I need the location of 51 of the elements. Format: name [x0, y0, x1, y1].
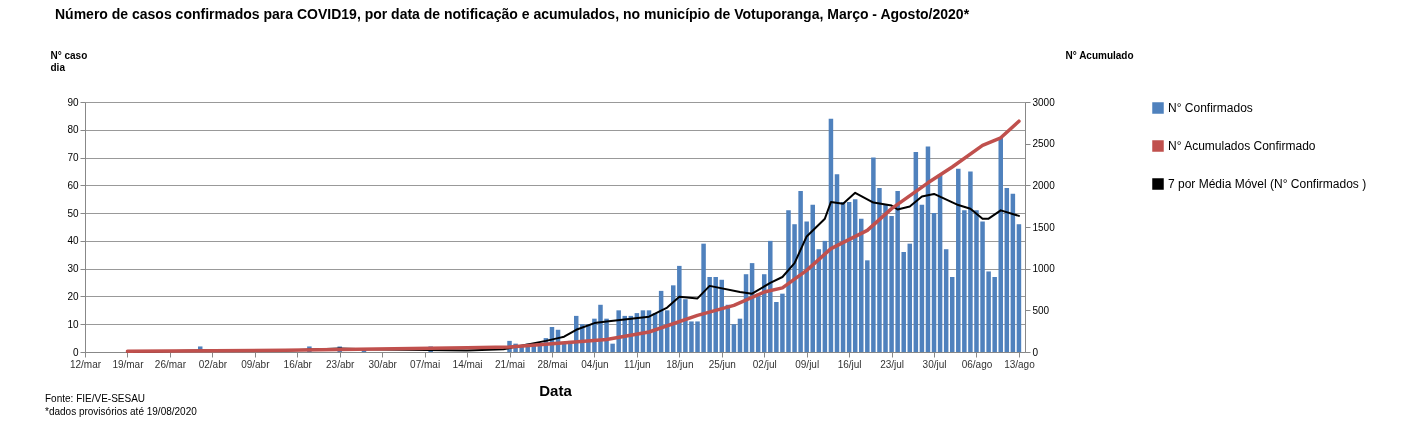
x-tick-label: 11/jun: [624, 358, 651, 370]
x-axis-title: Data: [539, 381, 573, 399]
x-tick-label: 26/mar: [154, 358, 187, 370]
y2-tick-label: 2000: [1032, 179, 1056, 191]
x-tick-label: 13/ago: [1004, 358, 1036, 370]
x-tick-label: 30/abr: [368, 358, 398, 370]
y2-tick-label: 3000: [1032, 96, 1056, 108]
x-tick-label: 18/jun: [666, 358, 694, 370]
x-tick-label: 02/abr: [198, 358, 228, 370]
source-note: Fonte: FIE/VE-SESAU: [45, 393, 146, 404]
y-tick-label: 20: [67, 290, 79, 302]
y2-tick-label: 500: [1032, 304, 1050, 316]
y2-tick-label: 1000: [1032, 263, 1056, 275]
y2-tick-label: 1500: [1032, 221, 1056, 233]
y2-tick-label: 0: [1032, 346, 1039, 358]
x-tick-label: 02/jul: [752, 358, 777, 370]
line-series: [125, 119, 1021, 353]
x-tick-label: 14/mai: [452, 358, 483, 370]
legend-label: N° Confirmados: [1168, 101, 1253, 115]
x-tick-label: 23/abr: [326, 358, 356, 370]
x-tick-label: 16/jul: [837, 358, 862, 370]
x-tick-label: 12/mar: [69, 358, 102, 370]
legend-label: N° Acumulados Confirmado: [1168, 139, 1316, 153]
x-tick-label: 07/mai: [410, 358, 441, 370]
y-tick-label: 10: [67, 318, 79, 330]
x-tick-label: 30/jul: [922, 358, 947, 370]
x-tick-label: 28/mai: [537, 358, 568, 370]
y-tick-label: 0: [72, 346, 79, 358]
y-tick-label: 80: [67, 124, 79, 136]
x-tick-label: 09/abr: [241, 358, 271, 370]
y-tick-label: 50: [67, 207, 79, 219]
y-axis-title: N° caso dia: [50, 49, 88, 73]
y-tick-label: 90: [67, 96, 79, 108]
y-tick-label: 30: [67, 263, 79, 275]
x-tick-label: 19/mar: [112, 358, 145, 370]
y-tick-label: 70: [67, 152, 79, 164]
x-tick-label: 16/abr: [283, 358, 313, 370]
text: *dados provisórios até 19/08/2020: [45, 406, 198, 417]
y2-tick-label: 2500: [1032, 138, 1056, 150]
x-tick-label: 09/jul: [795, 358, 820, 370]
y-tick-label: 60: [67, 179, 79, 191]
x-tick-label: 21/mai: [495, 358, 526, 370]
bar: [731, 324, 737, 352]
chart-title: Número de casos confirmados para COVID19, por data de notificação e acumulados, no município de Votuporanga, Março - Agosto/2020*: [55, 6, 970, 22]
y-tick-label: 40: [67, 235, 79, 247]
x-tick-label: 23/jul: [880, 358, 905, 370]
x-tick-label: 06/ago: [961, 358, 993, 370]
x-tick-label: 25/jun: [708, 358, 736, 370]
x-tick-label: 04/jun: [581, 358, 609, 370]
y2-axis-title: N° Acumulado: [1065, 49, 1134, 61]
legend-label: 7 por Média Móvel (N° Confirmados ): [1168, 177, 1367, 191]
